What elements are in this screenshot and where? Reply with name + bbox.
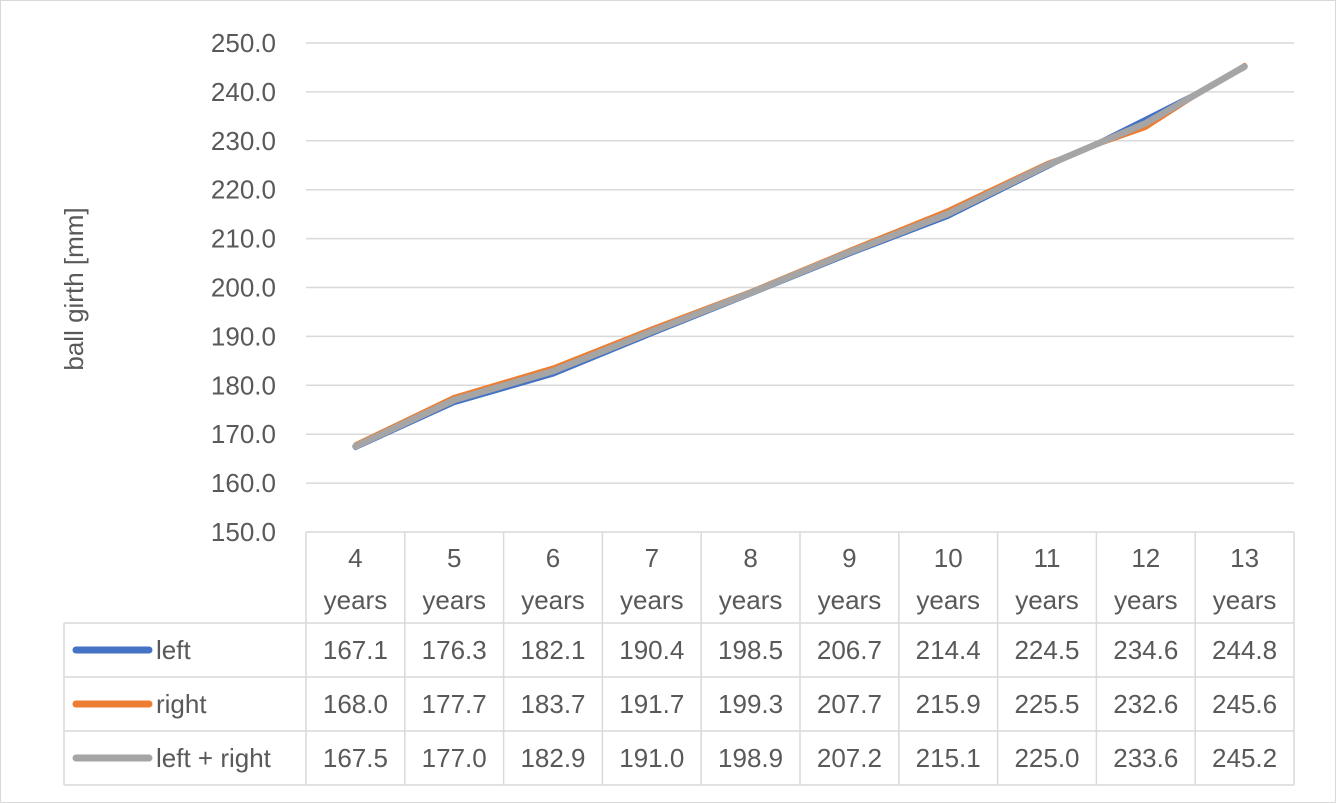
y-axis-ticks: 150.0 160.0 170.0 180.0 190.0 200.0 210.0 220.0… [211, 28, 276, 547]
category-label: 12 [1131, 543, 1160, 573]
table-value: 234.6 [1113, 635, 1178, 665]
table-value: 245.6 [1212, 689, 1277, 719]
category-label: 4 [348, 543, 362, 573]
plot-area [352, 62, 1248, 451]
category-label: 10 [934, 543, 963, 573]
legend-label: right [156, 689, 207, 719]
y-tick-label: 210.0 [211, 224, 276, 254]
category-label: 6 [546, 543, 560, 573]
category-label: years [324, 585, 388, 615]
table-value: 225.0 [1014, 743, 1079, 773]
table-value: 207.7 [817, 689, 882, 719]
table-value: 191.0 [619, 743, 684, 773]
table-value: 182.9 [520, 743, 585, 773]
table-value: 199.3 [718, 689, 783, 719]
category-label: years [1114, 585, 1178, 615]
table-value: 245.2 [1212, 743, 1277, 773]
y-tick-label: 250.0 [211, 28, 276, 58]
category-label: years [719, 585, 783, 615]
category-label: 13 [1230, 543, 1259, 573]
table-value: 198.9 [718, 743, 783, 773]
legend-label: left + right [156, 743, 272, 773]
y-tick-label: 220.0 [211, 175, 276, 205]
table-value: 215.9 [916, 689, 981, 719]
table-value: 207.2 [817, 743, 882, 773]
table-value: 176.3 [422, 635, 487, 665]
table-value: 224.5 [1014, 635, 1079, 665]
category-label: years [916, 585, 980, 615]
category-label: 7 [645, 543, 659, 573]
series-line-left-right [352, 63, 1248, 450]
y-tick-label: 150.0 [211, 517, 276, 547]
category-label: years [1213, 585, 1277, 615]
y-tick-label: 240.0 [211, 77, 276, 107]
table-value: 177.7 [422, 689, 487, 719]
category-label: years [620, 585, 684, 615]
y-tick-label: 230.0 [211, 126, 276, 156]
table-value: 183.7 [520, 689, 585, 719]
category-label: 9 [842, 543, 856, 573]
category-label: 8 [743, 543, 757, 573]
data-table: 4 years 5 years 6 years 7 years 8 years 9 years 10 ye… [63, 531, 1295, 786]
category-label: years [422, 585, 486, 615]
table-value: 177.0 [422, 743, 487, 773]
category-label: years [818, 585, 882, 615]
table-value: 244.8 [1212, 635, 1277, 665]
y-axis-label: ball girth [mm] [59, 207, 89, 370]
y-tick-label: 190.0 [211, 321, 276, 351]
table-value: 168.0 [323, 689, 388, 719]
table-value: 191.7 [619, 689, 684, 719]
category-label: 5 [447, 543, 461, 573]
table-value: 215.1 [916, 743, 981, 773]
table-value: 232.6 [1113, 689, 1178, 719]
table-value: 206.7 [817, 635, 882, 665]
table-value: 190.4 [619, 635, 684, 665]
legend-label: left [156, 635, 191, 665]
y-tick-label: 200.0 [211, 273, 276, 303]
category-label: years [521, 585, 585, 615]
y-tick-label: 170.0 [211, 419, 276, 449]
table-value: 233.6 [1113, 743, 1178, 773]
gridlines [306, 42, 1294, 484]
table-value: 198.5 [718, 635, 783, 665]
category-label: years [1015, 585, 1079, 615]
table-value: 214.4 [916, 635, 981, 665]
category-label: 11 [1034, 543, 1061, 573]
table-value: 225.5 [1014, 689, 1079, 719]
y-tick-label: 180.0 [211, 370, 276, 400]
table-value: 167.1 [323, 635, 388, 665]
y-tick-label: 160.0 [211, 468, 276, 498]
table-value: 182.1 [520, 635, 585, 665]
table-value: 167.5 [323, 743, 388, 773]
